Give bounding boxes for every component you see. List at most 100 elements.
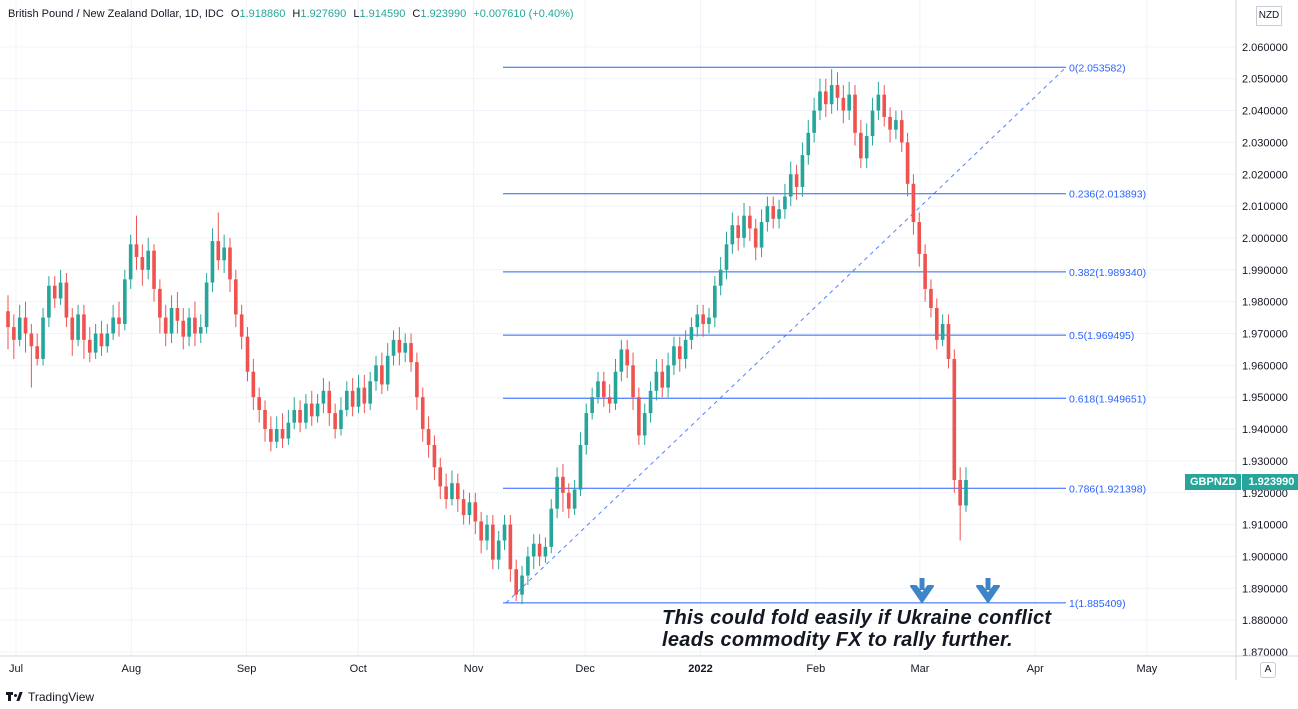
candle [514, 559, 519, 602]
candle [853, 85, 857, 146]
candle-body [280, 429, 285, 439]
tradingview-logo[interactable]: TradingView [6, 690, 94, 704]
y-tick-label: 1.970000 [1242, 329, 1288, 341]
candle-body [607, 397, 612, 404]
candle-body [286, 422, 291, 439]
candle-body [350, 390, 355, 407]
candle [117, 301, 121, 337]
candle [12, 314, 16, 359]
candle-body [251, 371, 256, 398]
candle [835, 72, 840, 111]
fib-level-label: 1(1.885409) [1069, 598, 1126, 610]
price-tag-symbol: GBPNZD [1185, 474, 1242, 490]
candle [35, 333, 40, 366]
candle-body [625, 349, 630, 366]
candle-body [87, 339, 92, 353]
candle [794, 164, 799, 200]
currency-button[interactable]: NZD [1256, 6, 1282, 26]
candle [952, 349, 957, 493]
fib-level-label: 0.236(2.013893) [1069, 189, 1146, 201]
candle [613, 358, 618, 410]
candle [41, 308, 45, 366]
candle-body [602, 381, 606, 398]
candle [216, 212, 221, 270]
y-tick-label: 1.990000 [1242, 265, 1288, 277]
candle-body [929, 288, 933, 309]
x-tick-label: Dec [575, 663, 595, 675]
y-tick-label: 1.870000 [1242, 647, 1288, 659]
candle-body [642, 413, 647, 436]
candle [666, 352, 670, 398]
y-tick-label: 2.060000 [1242, 42, 1288, 54]
candle [508, 515, 513, 582]
candle-body [531, 543, 536, 557]
candle-body [140, 257, 145, 270]
symbol-legend[interactable]: British Pound / New Zealand Dollar, 1D, … [8, 8, 574, 20]
candle-body [742, 215, 746, 238]
candle-body [806, 132, 811, 156]
candle-body [216, 241, 221, 261]
candle-body [269, 429, 273, 442]
candle [894, 110, 898, 140]
candle [385, 343, 390, 391]
candle [584, 403, 589, 455]
candle [344, 381, 349, 417]
candle [619, 339, 624, 382]
candle-body [234, 279, 238, 315]
candle-body [485, 524, 489, 541]
candle [420, 387, 425, 442]
x-tick-label: May [1136, 663, 1157, 675]
candle-body [228, 247, 232, 280]
low-value: 1.914590 [359, 8, 406, 20]
candle [637, 387, 641, 445]
price-axis[interactable]: 2.060000 2.050000 2.040000 2.030000 2.020000… [1235, 0, 1288, 680]
candle [590, 387, 594, 420]
candle [128, 234, 133, 289]
open-label: O [230, 8, 240, 20]
annotation-line-1: This could fold easily if Ukraine confli… [662, 607, 1052, 629]
candle-body [695, 314, 700, 328]
candle [555, 467, 559, 519]
y-tick-label: 1.940000 [1242, 424, 1288, 436]
candle [520, 566, 524, 605]
candle-body [187, 317, 191, 337]
candle [298, 400, 302, 433]
candle [847, 81, 851, 121]
y-tick-label: 1.880000 [1242, 615, 1288, 627]
candle [280, 413, 285, 449]
candle [566, 483, 571, 519]
candle-body [800, 155, 805, 187]
candle [181, 308, 186, 350]
candle [929, 279, 933, 318]
candle-body [47, 285, 51, 318]
candle [905, 132, 910, 197]
y-tick-label: 1.910000 [1242, 520, 1288, 532]
candle-body [946, 323, 951, 359]
candle-body [479, 521, 483, 541]
candle [432, 435, 437, 481]
candle-body [894, 120, 898, 130]
candle [812, 97, 816, 143]
candle [17, 304, 22, 347]
candle-body [648, 390, 653, 414]
auto-scale-button[interactable]: A [1260, 662, 1276, 678]
candle-body [590, 397, 594, 414]
candle [625, 339, 630, 379]
x-tick-label: Nov [464, 663, 484, 675]
candle-body [964, 480, 968, 506]
time-axis[interactable]: Jul Aug Sep Oct Nov Dec 2022 Feb Mar Apr May [0, 655, 1298, 675]
candle [713, 276, 717, 328]
candle-body [29, 333, 34, 347]
candle-body [134, 244, 139, 258]
candle [234, 269, 238, 328]
fibonacci-retracement[interactable]: 0(2.053582) 0.236(2.013893) 0.382(1.989340… [503, 62, 1146, 610]
candle [695, 304, 700, 337]
candle [362, 374, 367, 414]
candle-body [496, 540, 501, 560]
arrow-head [976, 585, 1000, 603]
down-arrow-icon [976, 578, 1000, 603]
x-tick-label: Apr [1027, 663, 1044, 675]
candle [911, 174, 916, 235]
candle-body [724, 244, 729, 270]
